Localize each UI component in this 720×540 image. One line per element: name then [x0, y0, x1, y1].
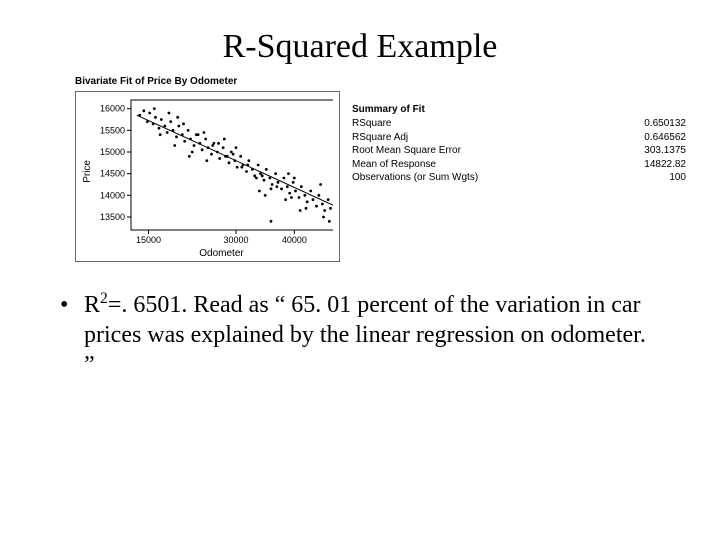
content-row: Bivariate Fit of Price By Odometer Price… — [0, 76, 720, 262]
bullet-text: =. 6501. Read as “ 65. 01 percent of the… — [84, 292, 646, 378]
stat-value: 0.650132 — [600, 117, 690, 131]
chart-frame: Price 13500 14000 14500 15000 15500 16000 1500… — [75, 91, 340, 262]
svg-text:40000: 40000 — [282, 235, 307, 245]
table-row: Root Mean Square Error303.1375 — [352, 144, 690, 158]
stat-value: 14822.82 — [600, 158, 690, 172]
svg-text:16000: 16000 — [100, 104, 125, 114]
svg-text:13500: 13500 — [100, 212, 125, 222]
bullet-item: R2=. 6501. Read as “ 65. 01 percent of t… — [56, 290, 660, 380]
svg-text:30000: 30000 — [223, 235, 248, 245]
slide-title: R-Squared Example — [0, 0, 720, 76]
stat-label: RSquare — [352, 117, 600, 131]
stat-value: 0.646562 — [600, 131, 690, 145]
stat-label: Root Mean Square Error — [352, 144, 600, 158]
bullet-exp: 2 — [100, 290, 108, 307]
summary-table: RSquare0.650132RSquare Adj0.646562Root M… — [352, 117, 690, 185]
summary-title: Summary of Fit — [352, 104, 690, 115]
stat-value: 100 — [600, 171, 690, 185]
stat-label: Observations (or Sum Wgts) — [352, 171, 600, 185]
scatter-plot: 13500 14000 14500 15000 15500 16000 15000 30000… — [95, 96, 333, 246]
table-row: RSquare Adj0.646562 — [352, 131, 690, 145]
svg-text:14000: 14000 — [100, 190, 125, 200]
stat-label: Mean of Response — [352, 158, 600, 172]
bullet-r: R — [84, 292, 100, 318]
stat-value: 303.1375 — [600, 144, 690, 158]
table-row: Observations (or Sum Wgts)100 — [352, 171, 690, 185]
chart-title: Bivariate Fit of Price By Odometer — [75, 76, 340, 87]
svg-text:14500: 14500 — [100, 169, 125, 179]
stat-label: RSquare Adj — [352, 131, 600, 145]
summary-of-fit: Summary of Fit RSquare0.650132RSquare Ad… — [352, 76, 690, 185]
table-row: Mean of Response14822.82 — [352, 158, 690, 172]
table-row: RSquare0.650132 — [352, 117, 690, 131]
chart-block: Bivariate Fit of Price By Odometer Price… — [75, 76, 340, 262]
x-axis-label: Odometer — [80, 248, 333, 259]
svg-text:15000: 15000 — [100, 147, 125, 157]
svg-text:15000: 15000 — [136, 235, 161, 245]
bullet-block: R2=. 6501. Read as “ 65. 01 percent of t… — [0, 262, 720, 380]
svg-text:15500: 15500 — [100, 125, 125, 135]
y-axis-label: Price — [80, 160, 95, 183]
